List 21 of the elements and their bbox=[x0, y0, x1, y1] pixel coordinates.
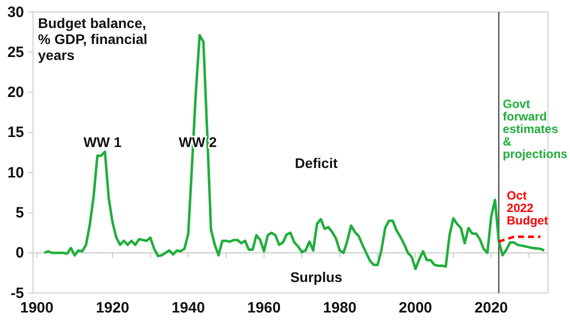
x-tick-label: 1900 bbox=[20, 300, 54, 317]
x-tick-label: 1980 bbox=[323, 300, 356, 317]
x-tick-label: 2000 bbox=[398, 300, 432, 317]
annotation: Surplus bbox=[290, 268, 343, 285]
y-tick-label: 25 bbox=[7, 44, 24, 61]
x-tick-label: 1940 bbox=[172, 300, 205, 317]
annotation: WW 1 bbox=[83, 134, 122, 150]
y-tick-label: 15 bbox=[7, 124, 24, 142]
x-tick-label: 2020 bbox=[474, 300, 508, 317]
y-tick-label: 0 bbox=[16, 244, 24, 262]
y-tick-label: -5 bbox=[10, 284, 24, 302]
ref-line-label: Govt forward estimates & projections bbox=[502, 97, 568, 161]
y-tick-label: 30 bbox=[7, 4, 24, 21]
y-tick-label: 5 bbox=[16, 204, 24, 222]
y-tick-label: 10 bbox=[7, 164, 24, 182]
text: Budget balance, % GDP, financial years bbox=[38, 15, 148, 63]
x-tick-label: 1920 bbox=[96, 300, 130, 317]
series-label: Oct 2022 Budget bbox=[506, 188, 548, 228]
y-tick-label: 20 bbox=[7, 84, 24, 102]
x-tick-label: 1960 bbox=[247, 300, 281, 317]
annotation: Deficit bbox=[294, 154, 338, 171]
